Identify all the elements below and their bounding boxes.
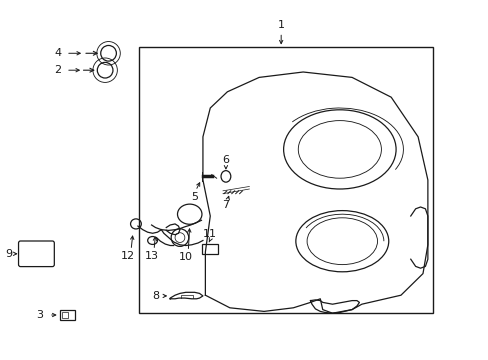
- Bar: [61, 312, 68, 318]
- Text: 1: 1: [277, 20, 284, 30]
- Text: 5: 5: [191, 192, 198, 202]
- Text: 4: 4: [54, 48, 61, 58]
- Text: 8: 8: [152, 291, 159, 301]
- Text: 13: 13: [144, 251, 158, 261]
- Text: 3: 3: [37, 310, 43, 320]
- Bar: [139, 47, 432, 313]
- Bar: [60, 310, 75, 320]
- Text: 11: 11: [203, 229, 217, 239]
- Text: 10: 10: [179, 252, 192, 262]
- Bar: [202, 244, 217, 254]
- Text: 6: 6: [222, 155, 229, 165]
- Text: 12: 12: [121, 251, 135, 261]
- Text: 9: 9: [5, 249, 12, 259]
- Text: 2: 2: [54, 65, 61, 75]
- Text: 7: 7: [222, 200, 229, 210]
